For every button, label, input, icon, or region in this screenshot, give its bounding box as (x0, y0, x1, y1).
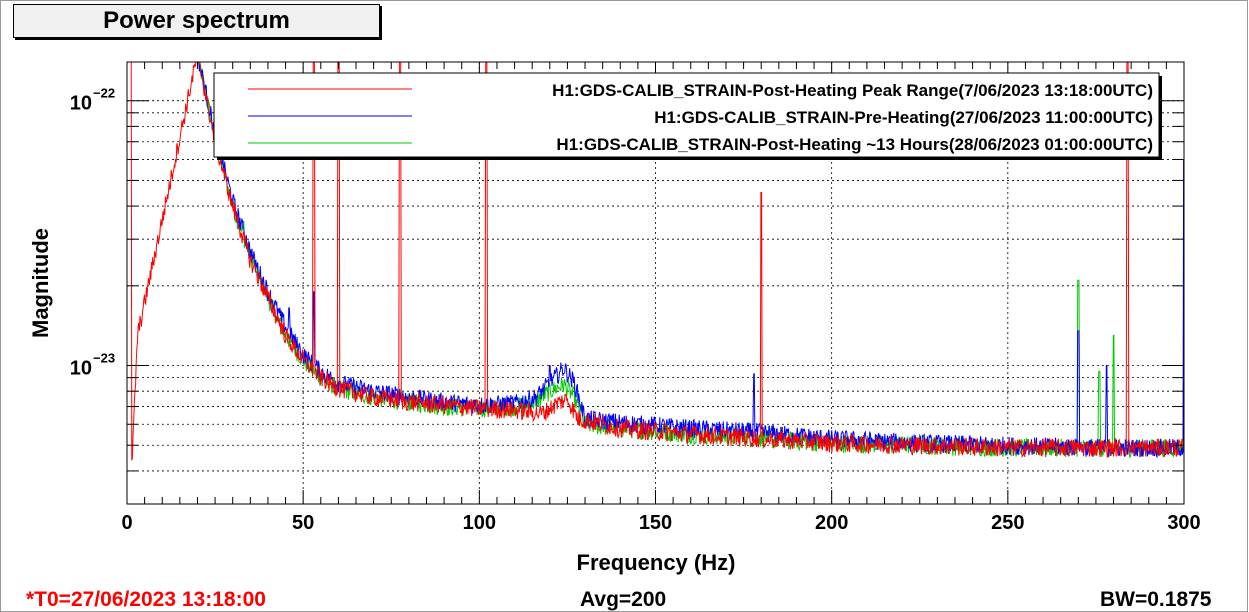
x-tick-label: 150 (639, 512, 672, 534)
x-axis-title: Frequency (Hz) (577, 550, 736, 575)
x-tick-label: 300 (1167, 512, 1200, 534)
page-title: Power spectrum (103, 7, 290, 34)
x-tick-label: 0 (121, 512, 132, 534)
legend-box (213, 72, 1160, 158)
y-tick-exponent: −22 (93, 86, 115, 101)
x-tick-label: 250 (991, 512, 1024, 534)
x-tick-label: 50 (292, 512, 314, 534)
title-box: Power spectrum (13, 4, 380, 38)
legend-entry: H1:GDS-CALIB_STRAIN-Pre-Heating(27/06/20… (654, 108, 1153, 127)
series-line (130, 61, 1185, 461)
avg-label: Avg=200 (580, 588, 667, 611)
x-tick-label: 100 (463, 512, 496, 534)
x-tick-label: 200 (815, 512, 848, 534)
y-tick-label: 10 (70, 358, 92, 380)
y-tick-label: 10 (70, 93, 92, 115)
bw-label: BW=0.1875 (1100, 588, 1212, 611)
legend-entry: H1:GDS-CALIB_STRAIN-Post-Heating Peak Ra… (552, 81, 1153, 100)
y-tick-exponent: −23 (93, 351, 115, 366)
legend: H1:GDS-CALIB_STRAIN-Post-Heating Peak Ra… (213, 72, 1162, 160)
t0-label: *T0=27/06/2023 13:18:00 (26, 588, 266, 611)
y-axis-title: Magnitude (28, 228, 53, 338)
data-series (130, 61, 1185, 461)
legend-entry: H1:GDS-CALIB_STRAIN-Post-Heating ~13 Hou… (556, 135, 1153, 154)
